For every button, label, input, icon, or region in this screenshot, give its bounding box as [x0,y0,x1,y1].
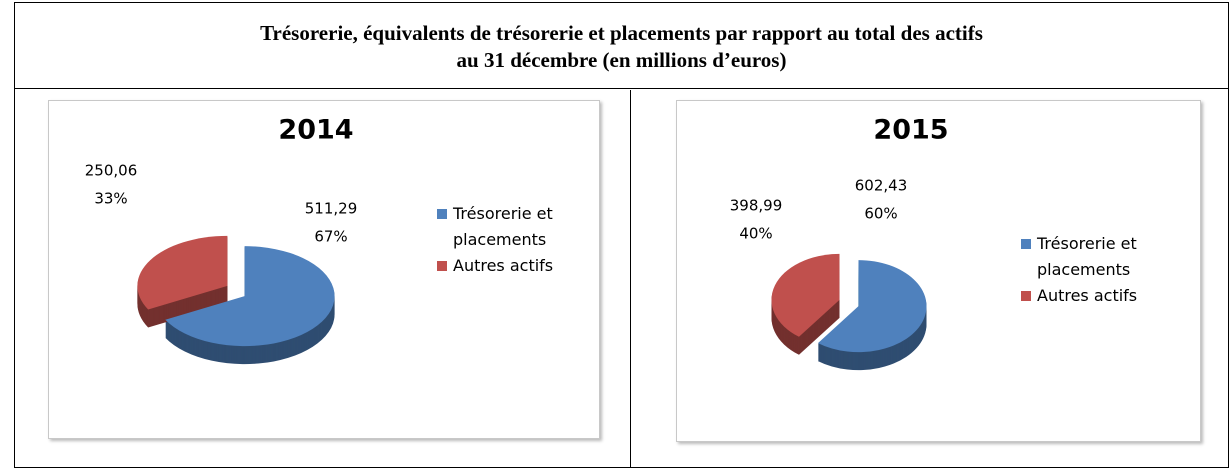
legend-item: Autres actifs [1021,283,1171,309]
legend-item: Autres actifs [437,253,587,279]
column-divider [630,90,631,467]
table-header: Trésorerie, équivalents de trésorerie et… [15,3,1228,89]
legend-label: Trésorerie et placements [1037,234,1137,279]
percent-label: 60% [864,205,897,223]
chart: 2014 511,29 67% 250,06 33% Trésorerie et plac… [48,100,600,439]
slice [165,246,335,347]
table: Trésorerie, équivalents de trésorerie et… [14,2,1229,468]
legend-label: Autres actifs [453,256,554,275]
chart-title: 2015 [873,115,948,146]
value-label: 250,06 [85,162,138,180]
legend-item: Trésorerie et placements [437,201,587,253]
slice [137,235,228,310]
percent-label: 33% [94,190,127,208]
title-line: au 31 décembre (en millions d’euros) [456,48,787,72]
chart-title: 2014 [278,115,353,146]
pie-area: 2015 602,43 60% 398,99 40% [730,115,949,371]
percent-label: 40% [739,225,772,243]
legend-label: Autres actifs [1037,286,1138,305]
legend-swatch [1021,239,1031,249]
slice [817,260,927,353]
legend-swatch [1021,291,1031,301]
chart: 2015 602,43 60% 398,99 40% Trésorerie et plac… [676,100,1201,442]
value-label: 398,99 [730,197,783,215]
legend-item: Trésorerie et placements [1021,231,1171,283]
legend-swatch [437,209,447,219]
legend: Trésorerie et placements Autres actifs [437,201,587,279]
legend: Trésorerie et placements Autres actifs [1021,231,1171,309]
percent-label: 67% [314,228,347,246]
legend-label: Trésorerie et placements [453,204,553,249]
value-label: 511,29 [305,200,358,218]
slice [771,253,840,337]
value-label: 602,43 [855,177,908,195]
title-line: Trésorerie, équivalents de trésorerie et… [260,21,983,45]
legend-swatch [437,261,447,271]
pie-area: 2014 511,29 67% 250,06 33% [85,115,358,365]
